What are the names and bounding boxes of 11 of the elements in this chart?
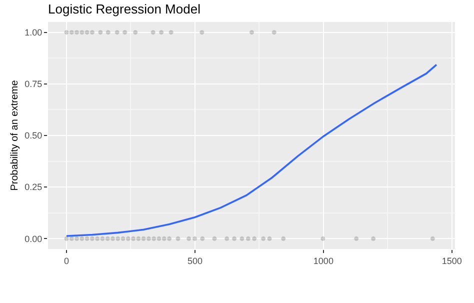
x-tick-label: 1000 bbox=[313, 256, 334, 266]
x-tick-label: 500 bbox=[187, 256, 202, 266]
x-tick-label: 1500 bbox=[442, 256, 462, 266]
y-tick-label: 0.25 bbox=[24, 182, 42, 192]
y-axis-title: Probability of an extreme bbox=[10, 80, 21, 191]
y-tick-label: 0.75 bbox=[24, 79, 42, 90]
y-tick-label: 0.50 bbox=[24, 130, 42, 141]
y-tick-label: 1.00 bbox=[24, 27, 42, 38]
y-tick-label: 0.00 bbox=[24, 234, 42, 244]
x-tick-label: 0 bbox=[64, 256, 70, 266]
chart-title: Logistic Regression Model bbox=[48, 2, 201, 17]
